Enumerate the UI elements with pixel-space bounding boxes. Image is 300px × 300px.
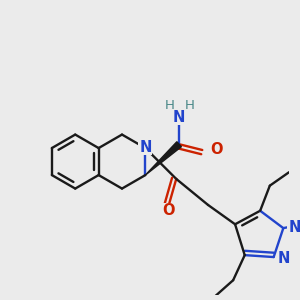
Text: O: O: [210, 142, 223, 158]
Text: N: N: [288, 220, 300, 235]
Polygon shape: [146, 142, 182, 175]
Text: H: H: [185, 99, 195, 112]
Text: N: N: [278, 251, 290, 266]
Text: O: O: [162, 203, 175, 218]
Text: H: H: [165, 99, 174, 112]
Text: N: N: [173, 110, 185, 125]
Text: N: N: [139, 140, 152, 154]
